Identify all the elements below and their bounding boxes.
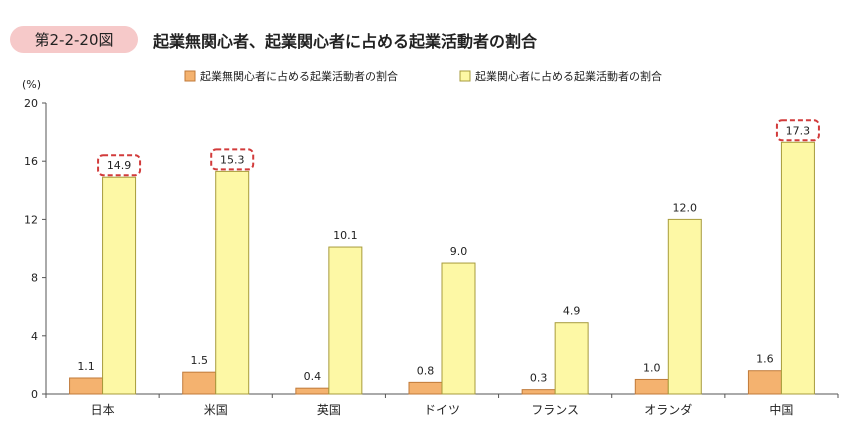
data-label: 15.3 [220, 153, 245, 166]
bar-series-2-5 [667, 218, 702, 395]
x-tick-label: 英国 [317, 403, 341, 417]
bar-series-1-5 [634, 378, 669, 395]
bar-series-2-1 [215, 170, 250, 395]
data-label: 17.3 [786, 124, 811, 137]
bar-series-1-6 [747, 370, 782, 395]
x-tick-label: オランダ [644, 402, 692, 417]
data-label: 1.5 [190, 354, 208, 367]
chart-title: 起業無関心者、起業関心者に占める起業活動者の割合 [153, 32, 538, 51]
bar-series-1-2 [295, 387, 330, 395]
data-label: 14.9 [107, 159, 132, 172]
data-label: 12.0 [673, 201, 698, 214]
data-label: 1.6 [756, 353, 774, 366]
bar-series-1-1 [182, 371, 217, 395]
figure-number-badge: 第2-2-20図 [10, 26, 138, 53]
bar-series-1-0 [69, 377, 104, 395]
x-tick-label: フランス [531, 403, 579, 417]
x-tick-label: 中国 [769, 402, 793, 417]
bar-series-2-2 [328, 246, 363, 395]
highlight-box [97, 154, 142, 177]
bar-series-2-3 [441, 262, 476, 395]
bar-series-1-4 [521, 389, 556, 395]
legend-swatch-series-2 [459, 70, 471, 82]
data-label: 1.1 [77, 360, 95, 373]
data-label: 1.0 [643, 361, 661, 374]
highlight-box [775, 119, 820, 142]
legend-label-series-2: 起業関心者に占める起業活動者の割合 [475, 69, 662, 83]
y-tick-label: 8 [31, 272, 38, 285]
data-label: 0.8 [417, 364, 435, 377]
data-label: 0.4 [304, 370, 322, 383]
x-tick-label: ドイツ [424, 403, 460, 417]
data-label: 0.3 [530, 372, 548, 385]
bar-series-2-4 [554, 322, 589, 395]
y-tick-label: 12 [24, 213, 38, 226]
data-label: 4.9 [563, 305, 581, 318]
bar-series-1-3 [408, 381, 443, 395]
y-tick-label: 4 [31, 330, 38, 343]
bar-series-2-0 [102, 176, 137, 395]
y-tick-label: 20 [24, 97, 38, 110]
bar-series-2-6 [780, 141, 815, 395]
legend-label-series-1: 起業無関心者に占める起業活動者の割合 [200, 69, 398, 83]
x-tick-label: 米国 [204, 403, 228, 417]
data-label: 9.0 [450, 245, 468, 258]
legend-swatch-series-1 [184, 70, 196, 82]
data-label: 10.1 [333, 229, 358, 242]
highlight-box [210, 148, 255, 171]
y-tick-label: 16 [24, 155, 38, 168]
y-tick-label: 0 [31, 388, 38, 401]
x-tick-label: 日本 [91, 403, 115, 417]
y-axis-unit-label: (%) [22, 78, 41, 91]
